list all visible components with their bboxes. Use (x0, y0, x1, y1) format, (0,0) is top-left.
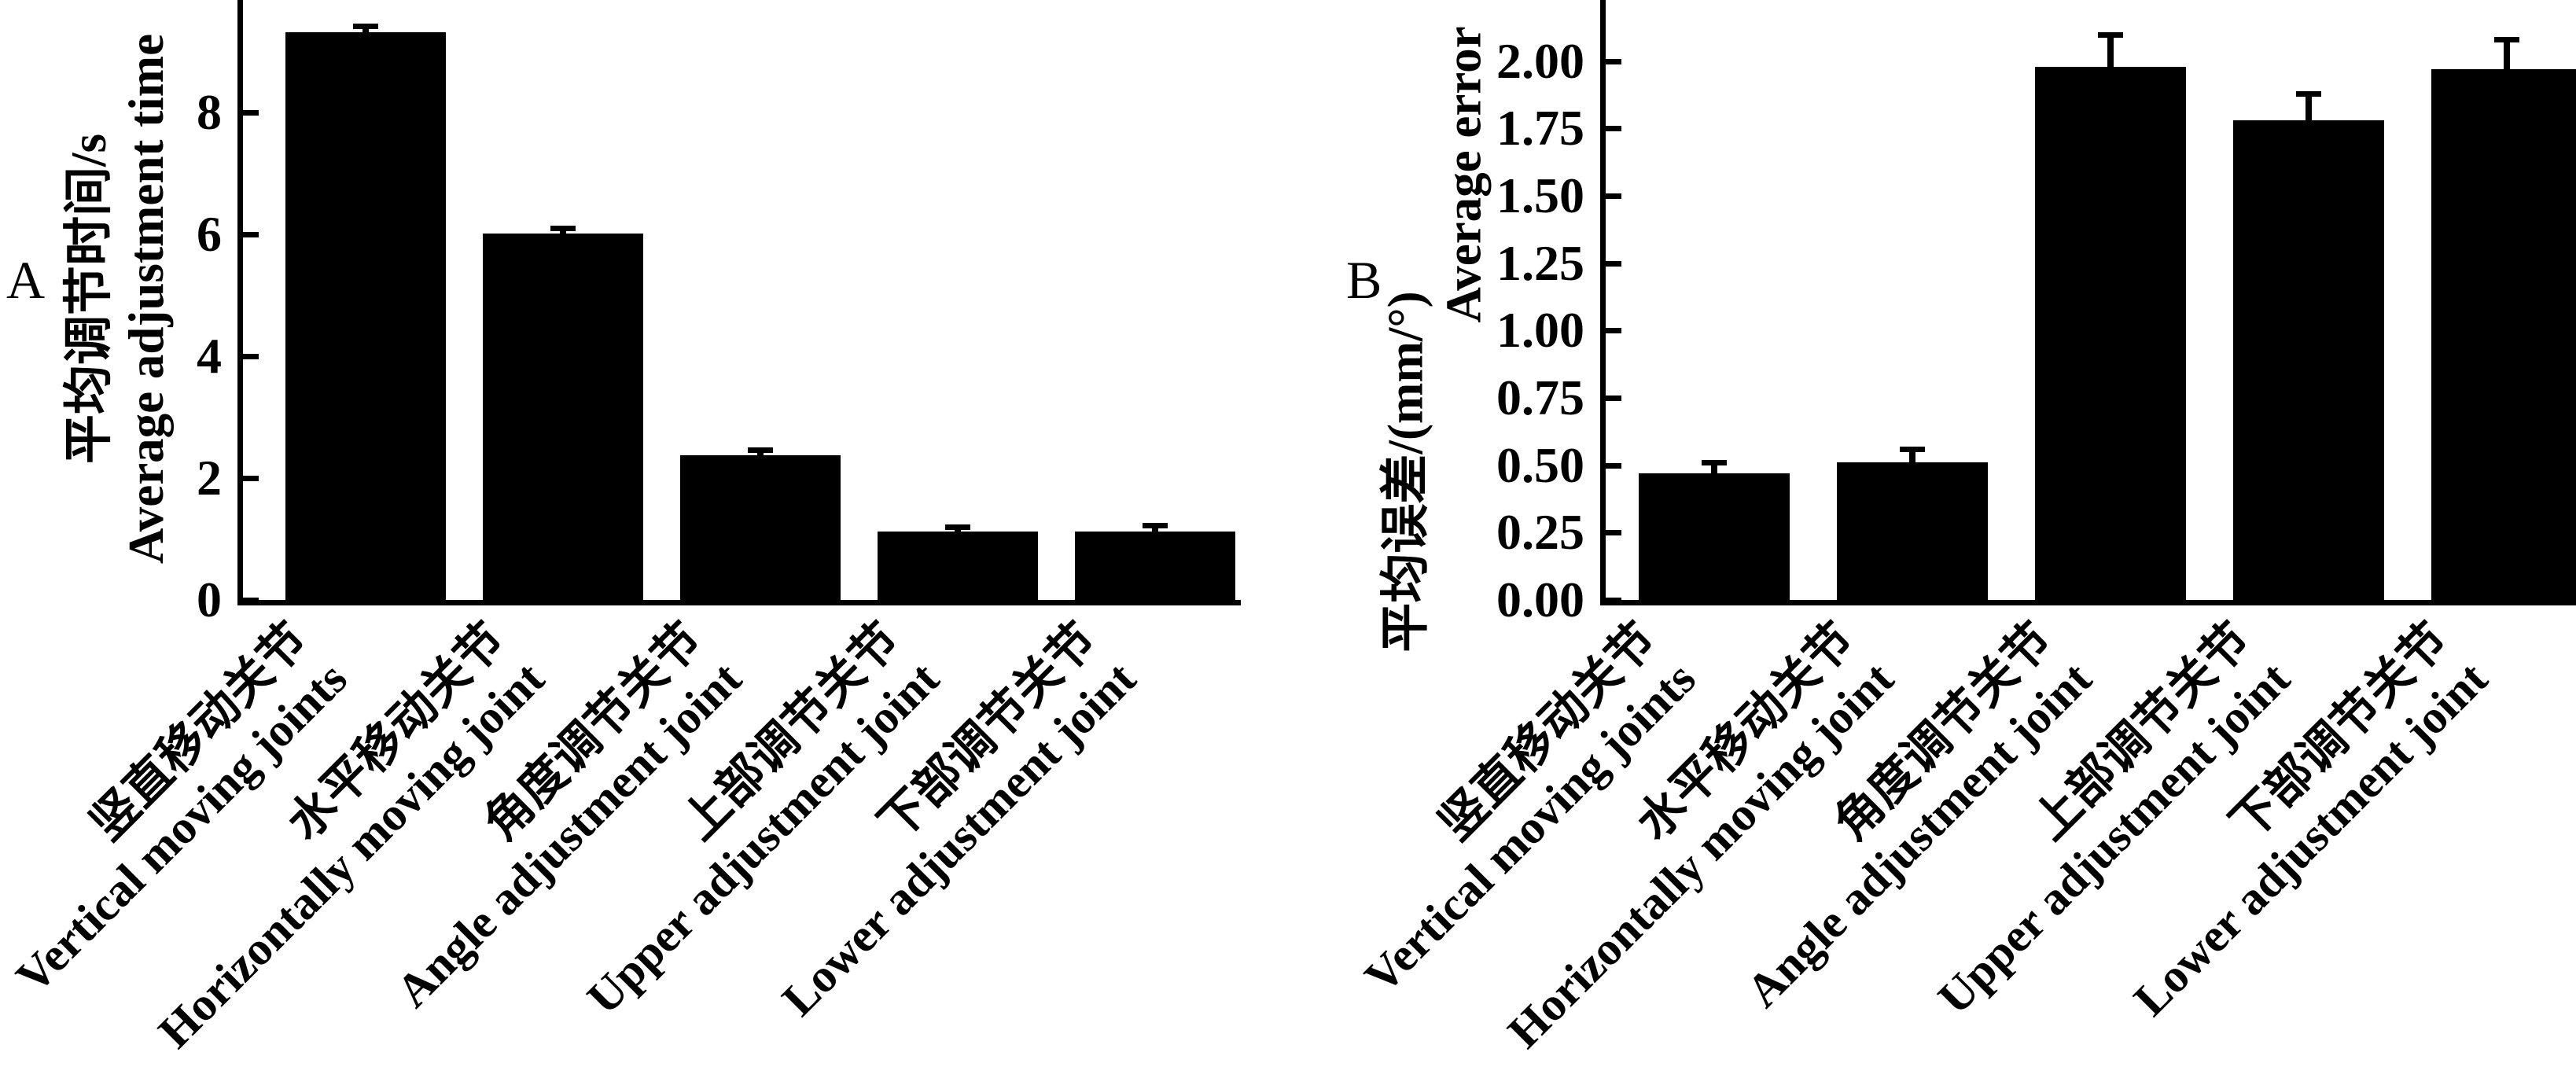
y-axis-line (237, 0, 243, 605)
bar (1639, 473, 1790, 600)
error-bar-cap (2296, 90, 2321, 97)
error-bar-cap (353, 23, 378, 29)
y-tick-mark (1606, 126, 1621, 132)
y-tick-label: 1.50 (1496, 167, 1584, 224)
y-tick-label: 0.25 (1496, 504, 1584, 561)
error-bar-cap (945, 524, 970, 530)
error-bar-cap (550, 226, 576, 232)
bar (1075, 532, 1235, 600)
error-bar-stem (2306, 93, 2312, 145)
error-bar-cap (1143, 523, 1168, 529)
error-bar-cap (2494, 37, 2519, 43)
error-bar-cap (1900, 447, 1925, 453)
y-tick-mark (243, 354, 259, 359)
bar (2431, 69, 2576, 600)
y-tick-mark (1606, 598, 1621, 603)
y-tick-label: 0.75 (1496, 370, 1584, 426)
panel-letter-b: B (1346, 250, 1382, 310)
bar (285, 31, 446, 600)
y-tick-label: 2 (197, 450, 222, 506)
y-tick-label: 8 (197, 84, 222, 140)
y-tick-mark (243, 476, 259, 481)
error-bar-cap (2098, 31, 2123, 38)
y-tick-mark (1606, 530, 1621, 536)
y-tick-mark (1606, 58, 1621, 64)
bar (483, 234, 643, 600)
y-axis-line (1600, 0, 1606, 605)
y-tick-mark (243, 598, 259, 603)
bar (1837, 462, 1988, 600)
error-bar-stem (2107, 34, 2114, 90)
y-tick-label: 4 (197, 328, 222, 384)
error-bar-stem (2504, 39, 2510, 94)
y-tick-label: 0.00 (1496, 572, 1584, 627)
bar (2233, 120, 2384, 600)
y-tick-mark (1606, 260, 1621, 267)
panel-letter-a: A (6, 250, 46, 310)
x-axis-line (1600, 600, 2576, 605)
y-tick-mark (1606, 193, 1621, 200)
error-bar-cap (748, 447, 773, 454)
y-tick-label: 1.00 (1496, 302, 1584, 359)
y-tick-label: 1.25 (1496, 234, 1584, 291)
y-tick-mark (243, 232, 259, 237)
y-tick-label: 1.75 (1496, 100, 1584, 156)
bar (2035, 66, 2186, 600)
y-tick-mark (243, 110, 259, 116)
y-tick-mark (1606, 395, 1621, 402)
error-bar-cap (1702, 460, 1727, 466)
y-tick-mark (1606, 462, 1621, 469)
y-tick-label: 0 (197, 572, 222, 627)
y-tick-label: 0.50 (1496, 436, 1584, 493)
bar (680, 455, 841, 600)
y-tick-label: 2.00 (1496, 32, 1584, 89)
x-axis-line (237, 600, 1241, 605)
y-tick-mark (1606, 328, 1621, 334)
bar (878, 532, 1038, 600)
y-tick-label: 6 (197, 206, 222, 262)
